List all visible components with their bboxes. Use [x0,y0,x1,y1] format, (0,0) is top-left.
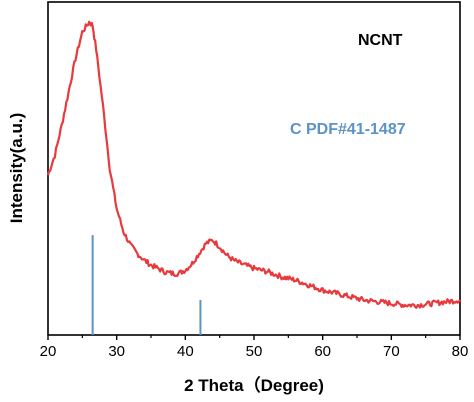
annotation-reference: C PDF#41-1487 [290,121,406,138]
series-line-ncnt [46,20,461,309]
y-axis-title: Intensity(a.u.) [7,113,26,224]
reference-sticks [91,235,202,335]
x-tick-label: 60 [314,343,331,360]
x-axis-title: 2 Theta（Degree) [184,375,324,395]
annotation-ncnt: NCNT [358,32,403,49]
x-tick-label: 80 [452,343,469,360]
x-tick-label: 40 [177,343,194,360]
x-tick-label: 20 [40,343,57,360]
x-axis-ticks: 20 30 40 50 60 70 80 [40,335,469,360]
x-tick-label: 50 [246,343,263,360]
x-tick-label: 70 [383,343,400,360]
x-tick-label: 30 [108,343,125,360]
